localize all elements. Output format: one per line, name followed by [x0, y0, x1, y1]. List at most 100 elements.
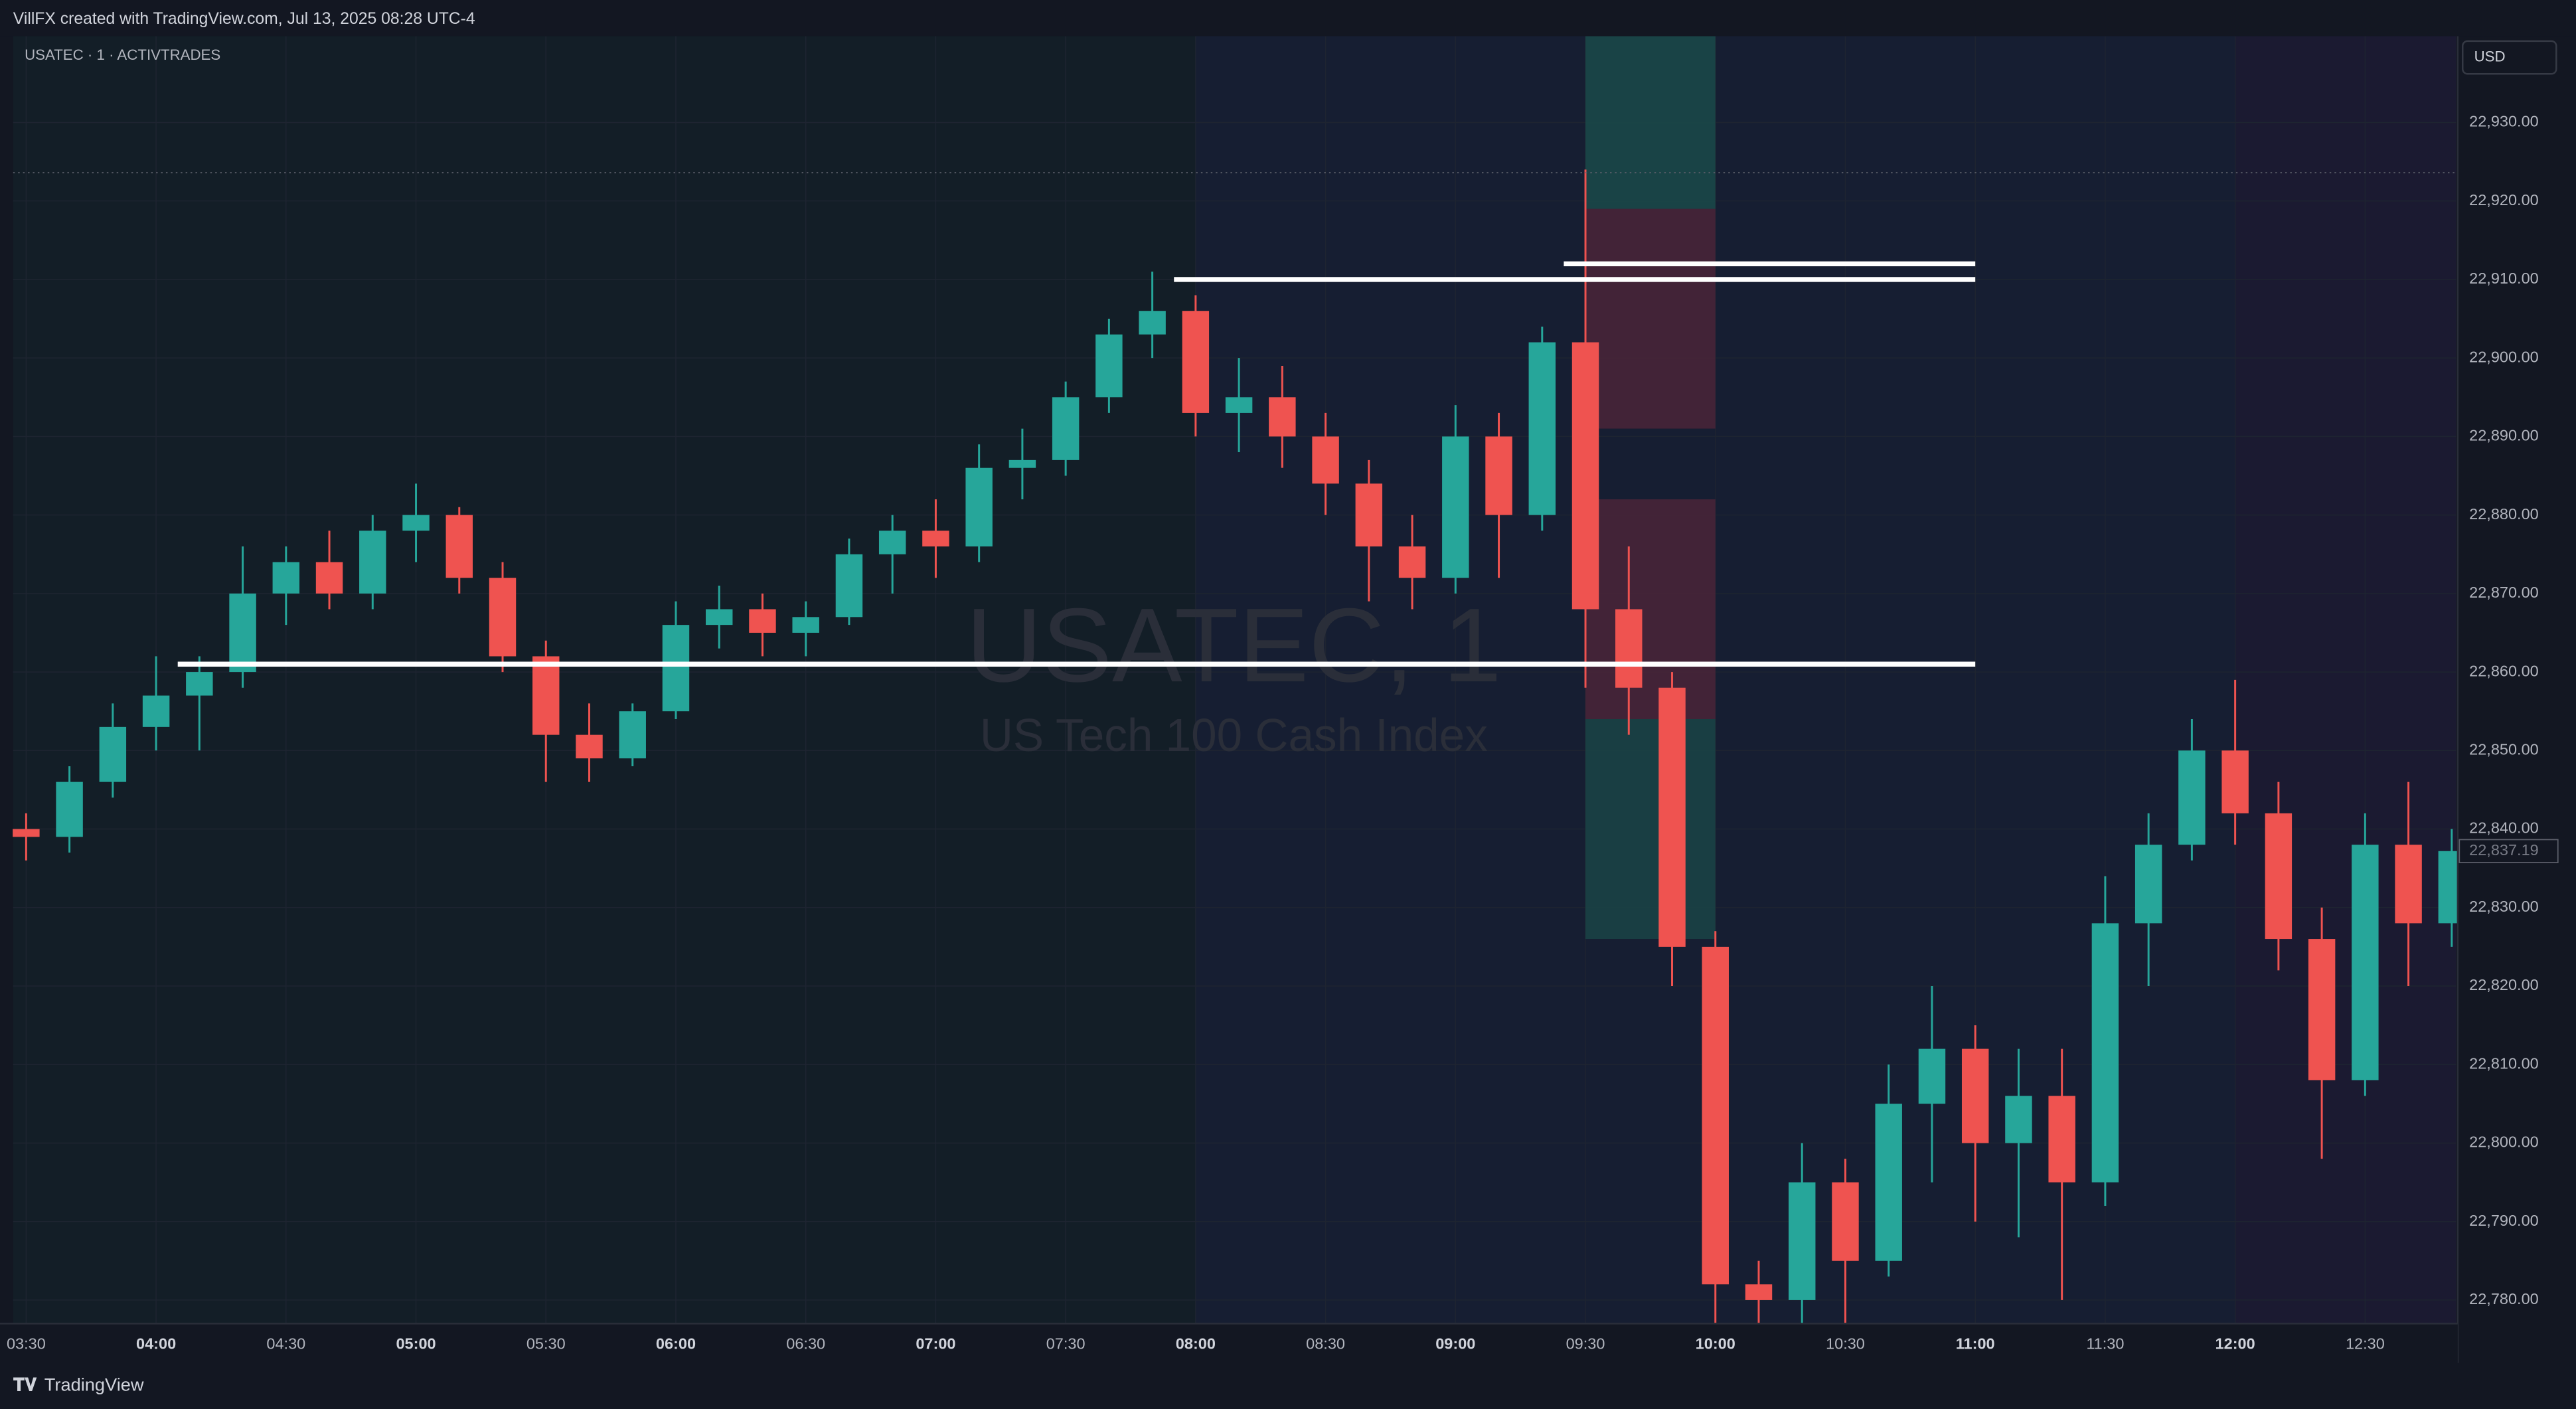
x-tick-label: 07:30 [1046, 1335, 1086, 1353]
candle-body [878, 531, 906, 554]
candle-body [1398, 546, 1426, 578]
candle-body [489, 578, 517, 657]
candle-body [662, 625, 690, 712]
candle-body [1182, 311, 1210, 413]
candle-body [965, 467, 993, 546]
candle-body [792, 617, 819, 633]
candle-body [1918, 1048, 1946, 1104]
candle-body [2178, 750, 2206, 845]
header-bar [0, 0, 2576, 37]
x-tick-label: 09:00 [1435, 1335, 1475, 1353]
candle-body [142, 695, 170, 727]
candle-body [1832, 1182, 1859, 1261]
candle-body [359, 531, 386, 594]
footer: TradingView [44, 1374, 144, 1395]
x-tick-label: 12:30 [2346, 1335, 2385, 1353]
candle-body [56, 782, 83, 837]
x-tick-label: 04:30 [266, 1335, 305, 1353]
levels [13, 172, 2456, 667]
x-tick-label: 08:30 [1306, 1335, 1345, 1353]
x-tick-label: 11:00 [1956, 1335, 1995, 1353]
logo: 𝐓𝐕 [13, 1374, 38, 1395]
y-tick-label: 22,920.00 [2469, 191, 2539, 208]
candle-body [402, 515, 430, 531]
candle-body [922, 531, 949, 546]
x-tick-label: 03:30 [7, 1335, 46, 1353]
candle-body [532, 656, 560, 735]
candle-body [1745, 1284, 1773, 1300]
y-tick-label: 22,850.00 [2469, 741, 2539, 758]
candle-body [2048, 1096, 2075, 1183]
currency-button[interactable] [2462, 40, 2557, 75]
x-tick-label: 06:00 [656, 1335, 696, 1353]
y-tick-label: 22,820.00 [2469, 976, 2539, 993]
y-tick-label: 22,930.00 [2469, 113, 2539, 130]
y-tick-label: 22,830.00 [2469, 898, 2539, 915]
y-tick-label: 22,800.00 [2469, 1133, 2539, 1151]
x-tick-label: 09:30 [1566, 1335, 1605, 1353]
candle-body [445, 515, 473, 578]
axis-labels: 22,780.00 22,790.00 22,800.00 22,810.00 22,8… [7, 113, 2559, 1353]
position-zone [1585, 208, 1716, 429]
position-zone [1585, 719, 1716, 940]
symbol: USATEC · 1 · ACTIVTRADES [25, 46, 220, 63]
candle-body [2352, 845, 2379, 1080]
watermark-subtitle: US Tech 100 Cash Index [980, 709, 1488, 761]
price-axis [2457, 36, 2576, 1363]
y-tick-label: 22,790.00 [2469, 1212, 2539, 1229]
x-tick-label: 11:30 [2086, 1335, 2124, 1353]
candle-body [2134, 845, 2162, 924]
y-tick-label: 22,890.00 [2469, 427, 2539, 444]
candle-body [1528, 342, 1556, 515]
zones [1585, 36, 1716, 940]
candle-body [1225, 397, 1253, 413]
x-tick-label: 10:00 [1696, 1335, 1735, 1353]
candle-body [1052, 397, 1080, 460]
x-tick-label: 12:00 [2215, 1335, 2255, 1353]
candle-body [13, 829, 40, 837]
session-backgrounds [13, 36, 2456, 1324]
candle-body [749, 609, 776, 633]
x-tick-label: 05:00 [396, 1335, 436, 1353]
grid [13, 36, 2456, 1324]
candle-body [272, 562, 300, 594]
y-tick-label: 22,870.00 [2469, 584, 2539, 601]
y-tick-label: 22,810.00 [2469, 1054, 2539, 1072]
candle-body [1658, 687, 1686, 947]
x-tick-label: 08:00 [1176, 1335, 1216, 1353]
header: VillFX created with TradingView.com, Jul… [13, 10, 475, 28]
y-tick-label: 22,900.00 [2469, 348, 2539, 365]
watermark: USATEC, 1 [966, 586, 1502, 704]
x-tick-label: 07:00 [916, 1335, 955, 1353]
candle-body [1615, 609, 1643, 688]
time-axis [0, 1323, 2458, 1363]
candle-body [99, 726, 127, 782]
candle-body [186, 672, 213, 696]
candle-body [1442, 436, 1469, 578]
candle-body [576, 734, 603, 759]
footer-bar [0, 1363, 2576, 1409]
candle-body [2221, 750, 2249, 813]
x-tick-label: 04:00 [136, 1335, 176, 1353]
currency[interactable]: USD [2474, 48, 2506, 64]
candle-body [2308, 939, 2336, 1080]
candle-body [1269, 397, 1296, 437]
candle-body [2265, 813, 2293, 940]
y-tick-label: 22,880.00 [2469, 505, 2539, 523]
position-zone [1585, 499, 1716, 720]
candle-body [315, 562, 343, 594]
candle-body [1139, 311, 1166, 335]
last-price-box [2458, 839, 2559, 863]
candle-body [2091, 923, 2119, 1183]
y-tick-label: 22,860.00 [2469, 662, 2539, 679]
candle-body [619, 711, 646, 759]
y-tick-label: 22,840.00 [2469, 819, 2539, 837]
candle-body [1485, 436, 1512, 515]
candle-body [2005, 1096, 2032, 1143]
candle-body [2395, 845, 2422, 924]
candle-body [1875, 1104, 1902, 1261]
candle-body [1961, 1048, 1989, 1143]
position-zone [1585, 36, 1716, 209]
